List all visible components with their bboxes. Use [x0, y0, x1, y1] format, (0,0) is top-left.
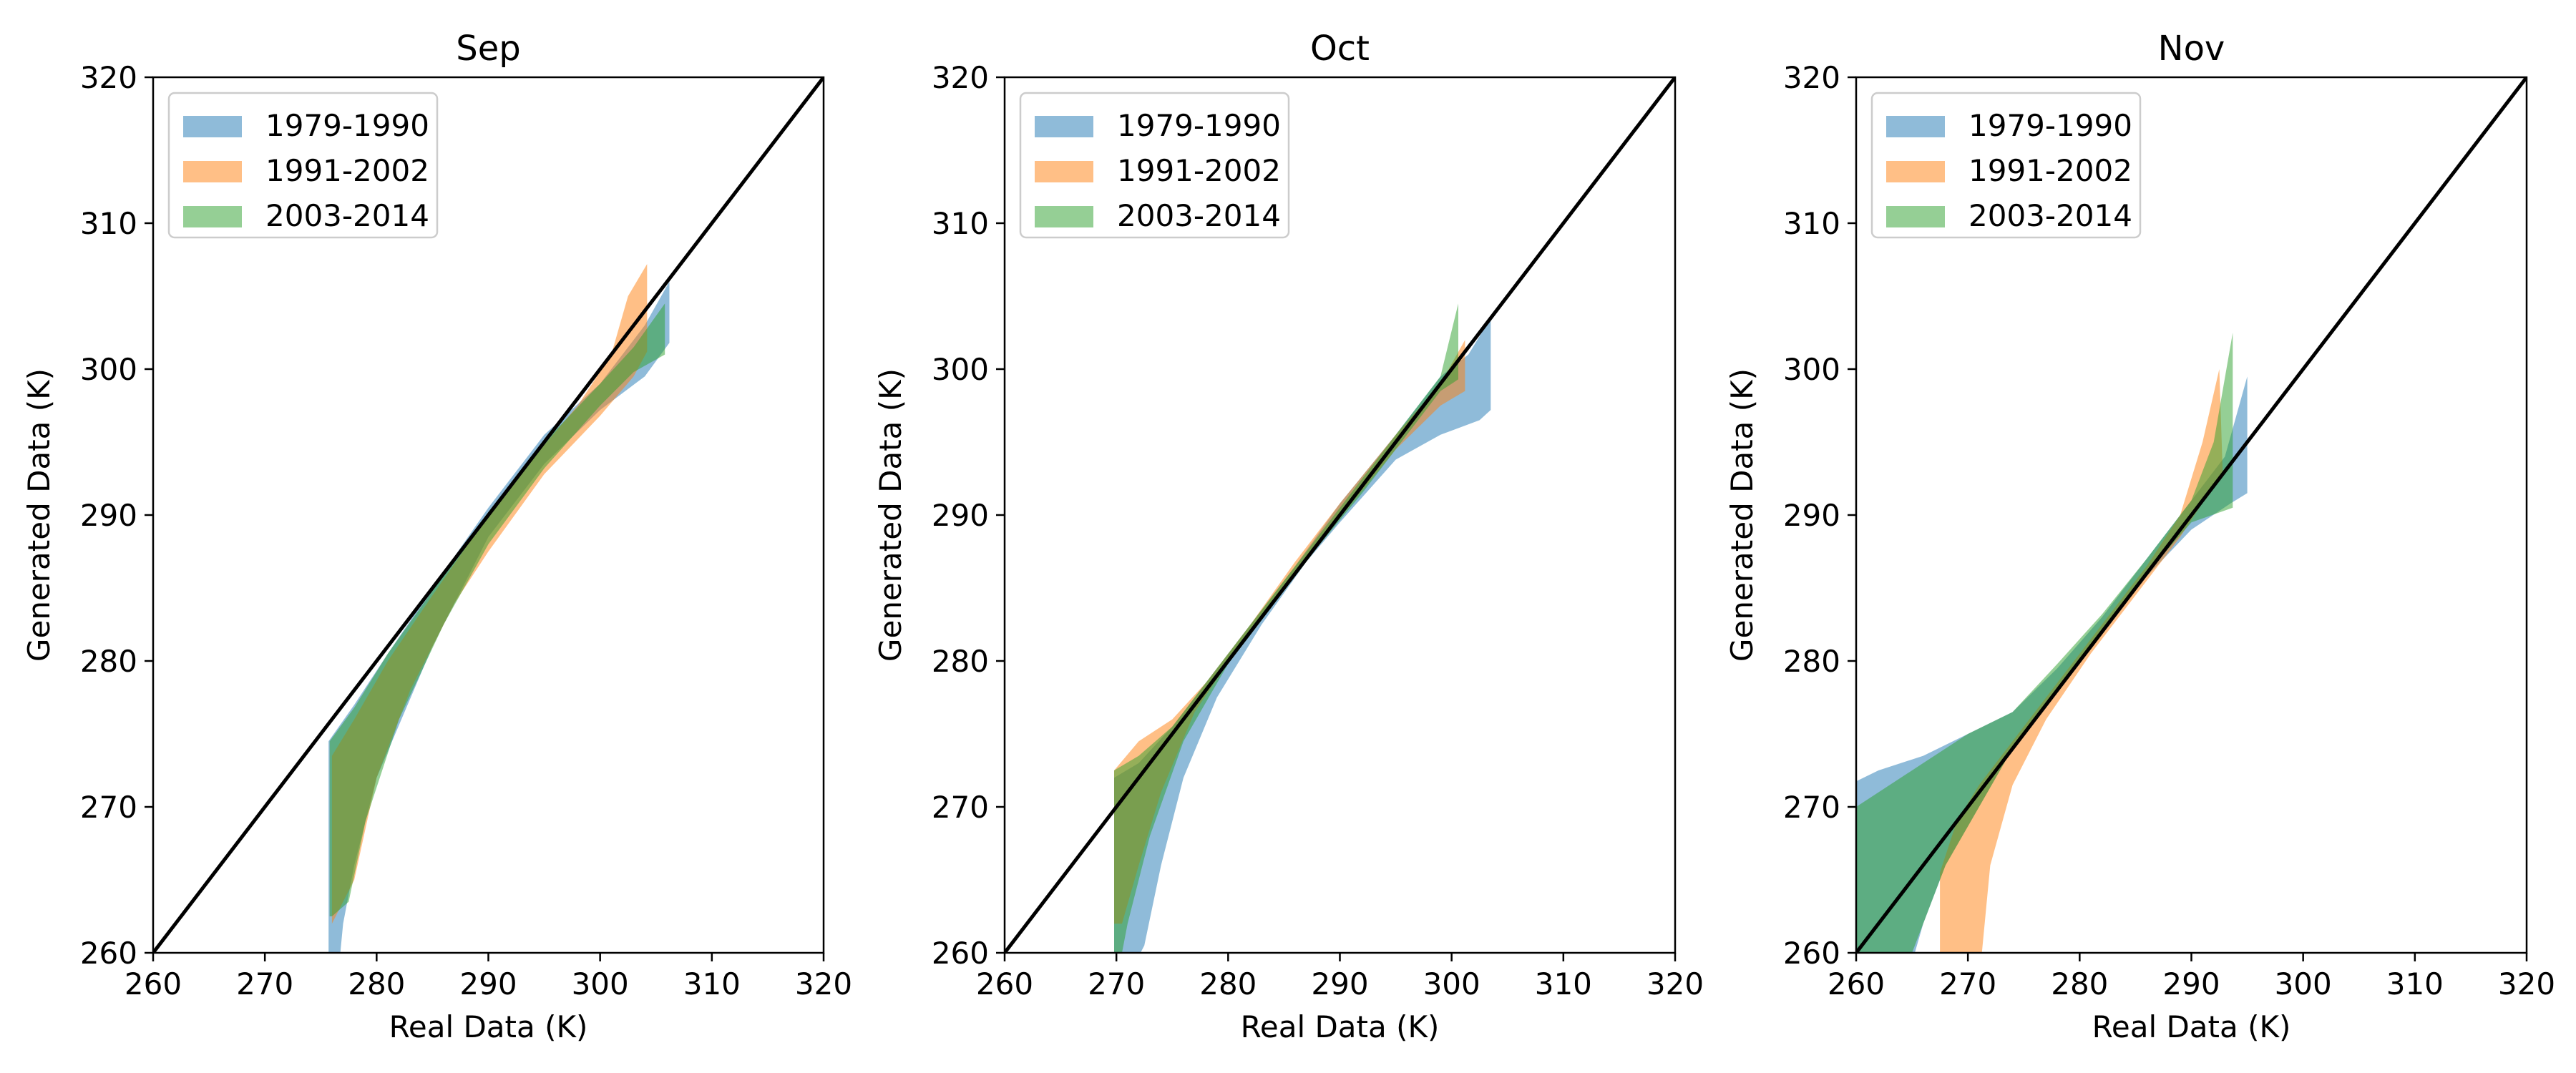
- y-tick-label-nov-260: 260: [1783, 936, 1840, 971]
- legend-label-oct-1991-2002: 1991-2002: [1117, 153, 1281, 188]
- band-sep-1991-2002: [331, 264, 648, 924]
- legend-label-oct-1979-1990: 1979-1990: [1117, 108, 1281, 143]
- band-oct-2003-2014: [1114, 303, 1458, 953]
- y-axis-label-oct: Generated Data (K): [873, 368, 908, 662]
- x-tick-label-sep-320: 320: [795, 966, 852, 1001]
- x-tick-label-oct-300: 300: [1423, 966, 1480, 1001]
- x-axis-label-sep: Real Data (K): [389, 1009, 588, 1044]
- areas-nov: [1856, 333, 2248, 953]
- y-tick-label-sep-320: 320: [80, 60, 137, 95]
- band-sep-2003-2014: [329, 303, 665, 916]
- x-tick-label-oct-260: 260: [976, 966, 1033, 1001]
- legend-label-nov-1979-1990: 1979-1990: [1968, 108, 2132, 143]
- identity-line-nov: [1856, 77, 2527, 953]
- y-tick-label-nov-290: 290: [1783, 498, 1840, 533]
- y-axis-label-nov: Generated Data (K): [1724, 368, 1760, 662]
- y-tick-label-sep-280: 280: [80, 644, 137, 679]
- y-tick-label-oct-270: 270: [932, 790, 989, 825]
- y-tick-label-nov-270: 270: [1783, 790, 1840, 825]
- x-tick-label-oct-270: 270: [1088, 966, 1145, 1001]
- y-tick-label-oct-280: 280: [932, 644, 989, 679]
- legend-label-nov-2003-2014: 2003-2014: [1968, 198, 2132, 233]
- x-tick-label-sep-300: 300: [572, 966, 629, 1001]
- y-tick-label-nov-310: 310: [1783, 206, 1840, 241]
- x-tick-label-nov-290: 290: [2162, 966, 2220, 1001]
- y-tick-label-oct-260: 260: [932, 936, 989, 971]
- y-tick-label-sep-310: 310: [80, 206, 137, 241]
- legend-swatch-oct-1991-2002: [1035, 161, 1093, 182]
- x-tick-label-sep-260: 260: [125, 966, 182, 1001]
- x-tick-label-oct-290: 290: [1311, 966, 1368, 1001]
- legend-label-sep-1979-1990: 1979-1990: [265, 108, 429, 143]
- chart-title-oct: Oct: [1310, 29, 1370, 69]
- legend-swatch-nov-1991-2002: [1886, 161, 1945, 182]
- identity-line-sep: [153, 77, 824, 953]
- legend-swatch-oct-1979-1990: [1035, 116, 1093, 137]
- x-tick-label-sep-310: 310: [683, 966, 741, 1001]
- x-tick-label-sep-280: 280: [348, 966, 405, 1001]
- band-nov-2003-2014: [1856, 333, 2233, 953]
- areas-sep: [328, 264, 670, 953]
- legend-swatch-sep-2003-2014: [183, 206, 242, 227]
- y-tick-label-nov-280: 280: [1783, 644, 1840, 679]
- identity-line-oct: [1005, 77, 1675, 953]
- y-tick-label-oct-290: 290: [932, 498, 989, 533]
- x-axis-label-nov: Real Data (K): [2092, 1009, 2291, 1044]
- x-tick-label-nov-300: 300: [2275, 966, 2332, 1001]
- legend-nov: 1979-1990 1991-2002 2003-2014: [1870, 92, 2142, 239]
- legend-sep: 1979-1990 1991-2002 2003-2014: [167, 92, 439, 239]
- y-tick-label-sep-260: 260: [80, 936, 137, 971]
- y-tick-label-sep-290: 290: [80, 498, 137, 533]
- x-tick-label-nov-320: 320: [2498, 966, 2555, 1001]
- y-tick-label-nov-320: 320: [1783, 60, 1840, 95]
- legend-swatch-sep-1979-1990: [183, 116, 242, 137]
- legend-swatch-sep-1991-2002: [183, 161, 242, 182]
- y-tick-label-oct-310: 310: [932, 206, 989, 241]
- x-tick-label-nov-270: 270: [1939, 966, 1996, 1001]
- legend-label-nov-1991-2002: 1991-2002: [1968, 153, 2132, 188]
- panel-oct: 260 270 280 290 300 310 320 260 270 280 290 300 310 3…: [873, 29, 1704, 1044]
- y-tick-label-sep-270: 270: [80, 790, 137, 825]
- band-oct-1979-1990: [1114, 318, 1491, 953]
- y-tick-label-sep-300: 300: [80, 352, 137, 387]
- x-tick-label-oct-280: 280: [1199, 966, 1257, 1001]
- x-tick-label-sep-290: 290: [459, 966, 517, 1001]
- legend-oct: 1979-1990 1991-2002 2003-2014: [1019, 92, 1290, 239]
- x-tick-label-nov-260: 260: [1828, 966, 1885, 1001]
- x-tick-label-oct-320: 320: [1646, 966, 1704, 1001]
- chart-title-nov: Nov: [2158, 29, 2225, 69]
- legend-label-sep-2003-2014: 2003-2014: [265, 198, 429, 233]
- x-tick-label-nov-280: 280: [2051, 966, 2108, 1001]
- legend-swatch-nov-2003-2014: [1886, 206, 1945, 227]
- panel-nov: 260 270 280 290 300 310 320 260 270 280 290 300 310 3…: [1724, 29, 2555, 1044]
- legend-swatch-nov-1979-1990: [1886, 116, 1945, 137]
- x-axis-label-oct: Real Data (K): [1241, 1009, 1440, 1044]
- areas-oct: [1114, 303, 1491, 953]
- x-tick-label-oct-310: 310: [1535, 966, 1592, 1001]
- legend-swatch-oct-2003-2014: [1035, 206, 1093, 227]
- legend-label-sep-1991-2002: 1991-2002: [265, 153, 429, 188]
- y-tick-label-oct-300: 300: [932, 352, 989, 387]
- band-nov-1991-2002: [1940, 369, 2223, 953]
- y-axis-label-sep: Generated Data (K): [21, 368, 57, 662]
- chart-title-sep: Sep: [456, 29, 520, 69]
- legend-label-oct-2003-2014: 2003-2014: [1117, 198, 1281, 233]
- x-tick-label-nov-310: 310: [2386, 966, 2444, 1001]
- panel-sep: 260 270 280 290 300 310 320 260 270 280 290 300 310 3…: [21, 29, 852, 1044]
- y-tick-label-nov-300: 300: [1783, 352, 1840, 387]
- y-tick-label-oct-320: 320: [932, 60, 989, 95]
- x-tick-label-sep-270: 270: [236, 966, 293, 1001]
